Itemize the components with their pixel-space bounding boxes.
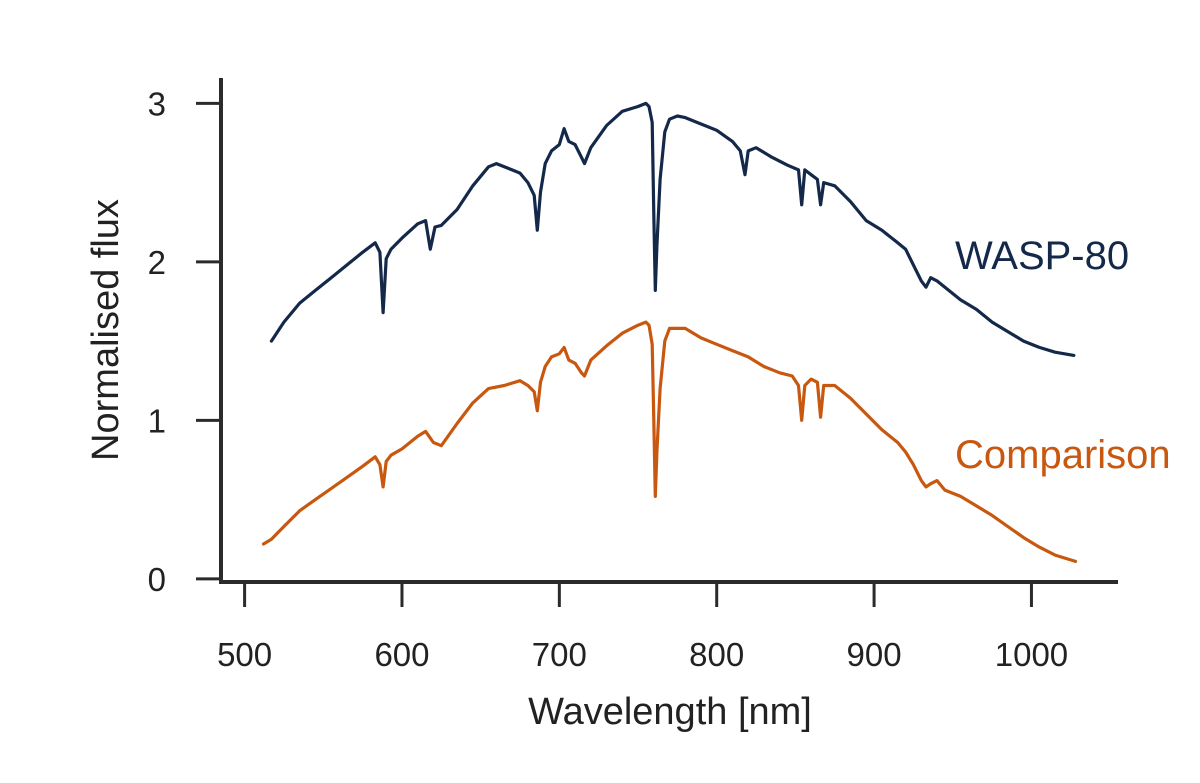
x-tick-label: 700 — [532, 636, 587, 673]
x-tick-label: 1000 — [995, 636, 1068, 673]
y-tick-label: 3 — [148, 85, 166, 122]
x-tick-label: 500 — [217, 636, 272, 673]
x-ticks: 500 600 700 800 900 1000 — [217, 582, 1068, 673]
y-tick-label: 1 — [148, 402, 166, 439]
axes — [219, 78, 1118, 584]
x-tick-label: 800 — [689, 636, 744, 673]
y-tick-label: 2 — [148, 244, 166, 281]
series-label-comparison: Comparison — [955, 433, 1171, 477]
y-tick-label: 0 — [148, 561, 166, 598]
series-line-comparison — [261, 320, 1078, 564]
series-group — [261, 101, 1078, 564]
y-ticks: 0 1 2 3 — [148, 85, 221, 598]
x-tick-label: 900 — [847, 636, 902, 673]
series-line-wasp-80 — [269, 101, 1076, 357]
series-label-wasp80: WASP-80 — [955, 234, 1129, 278]
series-labels: WASP-80 Comparison — [955, 234, 1171, 477]
x-axis-title: Wavelength [nm] — [528, 691, 812, 733]
y-axis-title: Normalised flux — [85, 199, 127, 461]
x-tick-label: 600 — [374, 636, 429, 673]
